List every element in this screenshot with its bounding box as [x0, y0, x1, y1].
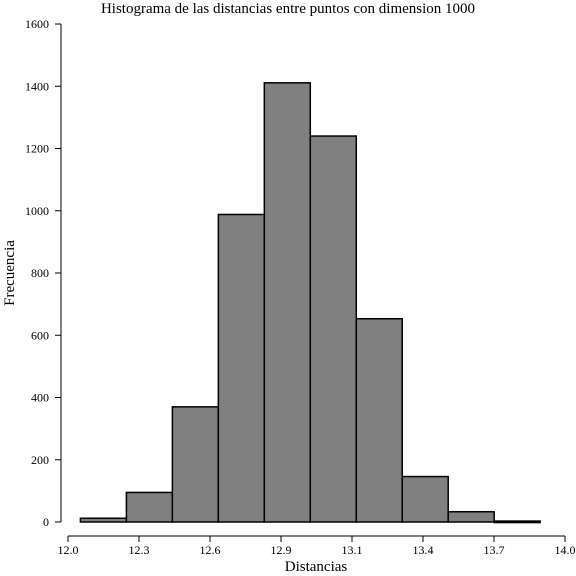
y-axis: 0 200 400 600 800 1000 1200 1400 1600 [25, 17, 61, 529]
x-tick-label: 12.3 [129, 543, 150, 557]
histogram-bar [218, 214, 264, 522]
y-tick-label: 800 [31, 266, 49, 280]
x-tick-label: 13.7 [484, 543, 505, 557]
x-tick-label: 12.9 [271, 543, 292, 557]
y-tick-label: 1200 [25, 142, 49, 156]
histogram-bar [80, 518, 126, 522]
x-tick-label: 12.0 [58, 543, 79, 557]
histogram-bar [356, 319, 402, 522]
histogram-bar [126, 492, 172, 522]
bars-group [80, 83, 540, 523]
x-tick-label: 13.1 [342, 543, 363, 557]
y-axis-label: Frecuencia [2, 240, 18, 306]
x-tick-label: 14.0 [555, 543, 576, 557]
x-tick-label: 12.6 [200, 543, 221, 557]
y-tick-label: 1000 [25, 204, 49, 218]
x-tick-label: 13.4 [413, 543, 434, 557]
histogram-bar [402, 477, 448, 522]
histogram-bar [264, 83, 310, 522]
histogram-bar [448, 512, 494, 522]
y-tick-label: 400 [31, 391, 49, 405]
y-tick-label: 0 [43, 515, 49, 529]
y-tick-label: 1600 [25, 17, 49, 31]
y-tick-label: 600 [31, 328, 49, 342]
y-tick-label: 200 [31, 453, 49, 467]
histogram-bar [172, 407, 218, 522]
histogram-bar [494, 521, 540, 523]
chart-title: Histograma de las distancias entre punto… [101, 1, 475, 17]
histogram-bar [310, 136, 356, 522]
x-axis: 12.0 12.3 12.6 12.9 13.1 13.4 13.7 14.0 [58, 536, 576, 557]
y-tick-label: 1400 [25, 79, 49, 93]
x-axis-label: Distancias [285, 559, 348, 575]
